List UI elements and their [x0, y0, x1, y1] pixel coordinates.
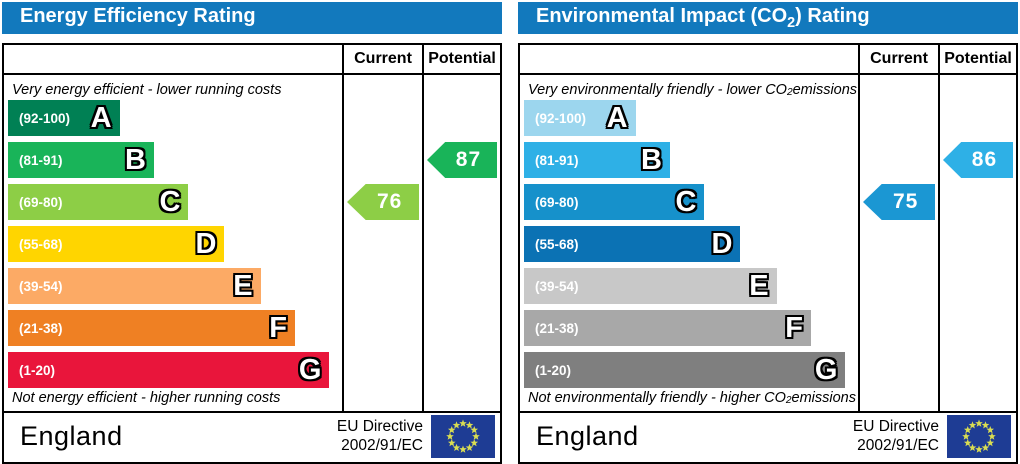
- rating-band-bar: (81-91) B: [524, 142, 670, 178]
- table-body: Very energy efficient - lower running co…: [4, 75, 500, 411]
- band-range-label: (81-91): [535, 152, 579, 168]
- rating-band-row: (92-100) A: [524, 100, 852, 142]
- band-letter: D: [711, 228, 733, 260]
- band-letter: E: [749, 270, 769, 302]
- rating-band-bar: (92-100) A: [8, 100, 120, 136]
- energy-efficiency-title-bar: Energy Efficiency Rating: [2, 2, 502, 34]
- current-column-header: Current: [342, 45, 422, 73]
- band-range-label: (39-54): [535, 278, 579, 294]
- band-range-label: (69-80): [535, 194, 579, 210]
- band-range-label: (21-38): [535, 320, 579, 336]
- band-letter: A: [90, 102, 112, 134]
- band-range-label: (55-68): [19, 236, 63, 252]
- band-letter: G: [814, 354, 838, 386]
- band-range-label: (1-20): [19, 362, 56, 378]
- band-letter: G: [298, 354, 322, 386]
- rating-band-row: (55-68) D: [524, 226, 852, 268]
- band-letter: B: [641, 144, 662, 176]
- band-range-label: (92-100): [535, 110, 587, 126]
- band-letter: F: [785, 312, 803, 344]
- rating-band-bar: (1-20) G: [8, 352, 330, 388]
- band-range-label: (69-80): [19, 194, 63, 210]
- environmental-impact-title-bar: Environmental Impact (CO2) Rating: [518, 2, 1018, 34]
- rating-band-row: (81-91) B: [524, 142, 852, 184]
- rating-band-row: (39-54) E: [8, 268, 336, 310]
- potential-rating-column: 86: [938, 75, 1016, 411]
- table-footer: England EU Directive 2002/91/EC: [520, 411, 1016, 460]
- current-rating-column: 75: [858, 75, 938, 411]
- rating-scale: Very environmentally friendly - lower CO…: [520, 75, 858, 411]
- band-letter: E: [233, 270, 253, 302]
- band-letter: A: [606, 102, 628, 134]
- band-letter: C: [675, 186, 697, 218]
- eu-flag-icon: [431, 415, 495, 458]
- rating-band-row: (81-91) B: [8, 142, 336, 184]
- rating-band-bar: (39-54) E: [524, 268, 777, 304]
- bands-list: (92-100) A (81-91) B (69-80) C (55-68) D…: [524, 100, 852, 394]
- band-letter: B: [125, 144, 146, 176]
- rating-band-bar: (21-38) F: [524, 310, 811, 346]
- rating-band-bar: (92-100) A: [524, 100, 636, 136]
- rating-band-row: (69-80) C: [8, 184, 336, 226]
- rating-band-bar: (69-80) C: [524, 184, 705, 220]
- rating-band-row: (1-20) G: [8, 352, 336, 394]
- rating-band-row: (21-38) F: [8, 310, 336, 352]
- current-column-header: Current: [858, 45, 938, 73]
- band-range-label: (39-54): [19, 278, 63, 294]
- table-header-row: Current Potential: [4, 45, 500, 75]
- current-rating-arrow: 75: [863, 184, 935, 220]
- rating-band-row: (21-38) F: [524, 310, 852, 352]
- rating-band-row: (69-80) C: [524, 184, 852, 226]
- rating-scale: Very energy efficient - lower running co…: [4, 75, 342, 411]
- rating-band-bar: (39-54) E: [8, 268, 261, 304]
- bottom-note: Not environmentally friendly - higher CO…: [528, 389, 856, 407]
- table-body: Very environmentally friendly - lower CO…: [520, 75, 1016, 411]
- rating-table: Current Potential Very energy efficient …: [2, 43, 502, 464]
- current-rating-column: 76: [342, 75, 422, 411]
- rating-band-bar: (55-68) D: [8, 226, 225, 262]
- band-range-label: (1-20): [535, 362, 572, 378]
- eu-directive-label: EU Directive 2002/91/EC: [336, 418, 423, 454]
- rating-band-row: (39-54) E: [524, 268, 852, 310]
- bottom-note: Not energy efficient - higher running co…: [12, 389, 281, 406]
- panel-title: Environmental Impact (CO2) Rating: [536, 5, 870, 31]
- region-label: England: [20, 421, 123, 451]
- eu-flag-icon: [947, 415, 1011, 458]
- table-footer: England EU Directive 2002/91/EC: [4, 411, 500, 460]
- potential-column-header: Potential: [938, 45, 1016, 73]
- table-header-row: Current Potential: [520, 45, 1016, 75]
- band-letter: D: [195, 228, 217, 260]
- rating-band-row: (92-100) A: [8, 100, 336, 142]
- current-rating-arrow: 76: [347, 184, 419, 220]
- potential-rating-column: 87: [422, 75, 500, 411]
- empty-header-cell: [4, 45, 342, 73]
- panel-title: Energy Efficiency Rating: [20, 5, 256, 27]
- band-range-label: (55-68): [535, 236, 579, 252]
- potential-rating-arrow: 86: [943, 142, 1013, 178]
- band-range-label: (81-91): [19, 152, 63, 168]
- band-letter: F: [269, 312, 287, 344]
- potential-rating-arrow: 87: [427, 142, 497, 178]
- band-range-label: (92-100): [19, 110, 71, 126]
- band-letter: C: [159, 186, 181, 218]
- top-note: Very environmentally friendly - lower CO…: [528, 81, 858, 99]
- potential-column-header: Potential: [422, 45, 500, 73]
- rating-band-bar: (21-38) F: [8, 310, 295, 346]
- rating-table: Current Potential Very environmentally f…: [518, 43, 1018, 464]
- energy-efficiency-panel: Energy Efficiency Rating Current Potenti…: [2, 2, 502, 464]
- rating-band-row: (55-68) D: [8, 226, 336, 268]
- band-range-label: (21-38): [19, 320, 63, 336]
- region-label: England: [536, 421, 639, 451]
- bands-list: (92-100) A (81-91) B (69-80) C (55-68) D…: [8, 100, 336, 394]
- rating-band-bar: (69-80) C: [8, 184, 189, 220]
- rating-band-bar: (55-68) D: [524, 226, 741, 262]
- eu-directive-label: EU Directive 2002/91/EC: [852, 418, 939, 454]
- top-note: Very energy efficient - lower running co…: [12, 81, 282, 98]
- empty-header-cell: [520, 45, 858, 73]
- rating-band-row: (1-20) G: [524, 352, 852, 394]
- environmental-impact-panel: Environmental Impact (CO2) Rating Curren…: [518, 2, 1018, 464]
- rating-band-bar: (81-91) B: [8, 142, 154, 178]
- rating-band-bar: (1-20) G: [524, 352, 846, 388]
